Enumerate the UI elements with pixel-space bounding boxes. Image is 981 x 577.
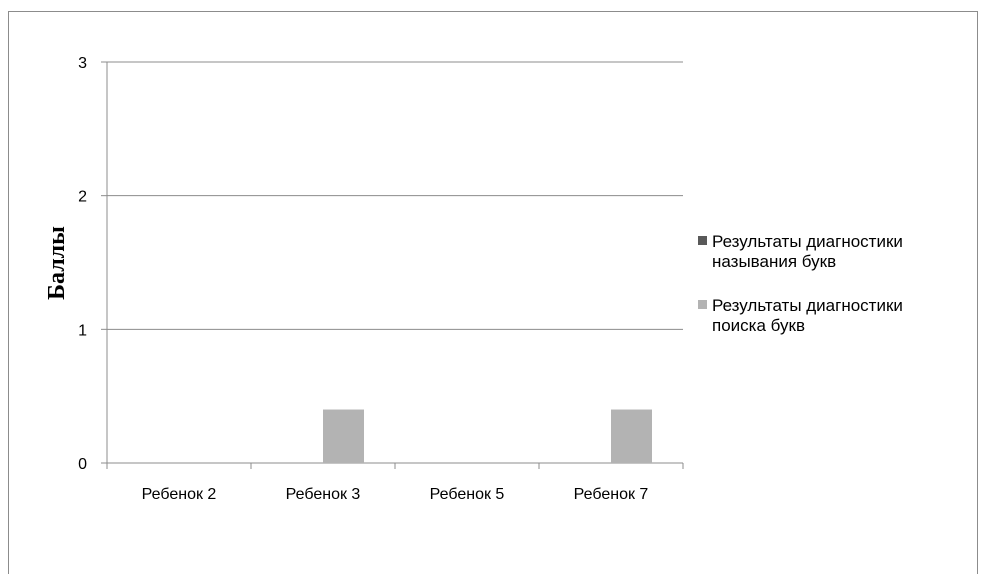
x-tick-label: Ребенок 3 xyxy=(286,486,361,503)
legend-swatch xyxy=(698,300,707,309)
bar xyxy=(323,409,364,463)
x-tick-label: Ребенок 7 xyxy=(574,486,649,503)
gridlines xyxy=(107,61,683,330)
x-tick-label: Ребенок 5 xyxy=(430,486,505,503)
axes xyxy=(101,61,684,469)
chart-frame xyxy=(8,11,978,574)
y-axis-label: Баллы xyxy=(44,226,70,300)
y-tick-label: 0 xyxy=(78,456,87,473)
legend-swatch xyxy=(698,236,707,245)
legend-entry-text: Результаты диагностики xyxy=(712,232,903,251)
legend-entry-text: Результаты диагностики xyxy=(712,296,903,315)
y-tick-labels: 0 1 2 3 xyxy=(78,55,87,473)
legend-entry-text: называния букв xyxy=(712,252,836,271)
y-tick-label: 2 xyxy=(78,189,87,206)
legend-entry-text: поиска букв xyxy=(712,316,805,335)
bars xyxy=(323,409,652,463)
x-tick-labels: Ребенок 2 Ребенок 3 Ребенок 5 Ребенок 7 xyxy=(142,486,649,503)
y-tick-label: 3 xyxy=(78,55,87,72)
x-tick-label: Ребенок 2 xyxy=(142,486,217,503)
bar xyxy=(611,409,652,463)
y-tick-label: 1 xyxy=(78,322,87,339)
